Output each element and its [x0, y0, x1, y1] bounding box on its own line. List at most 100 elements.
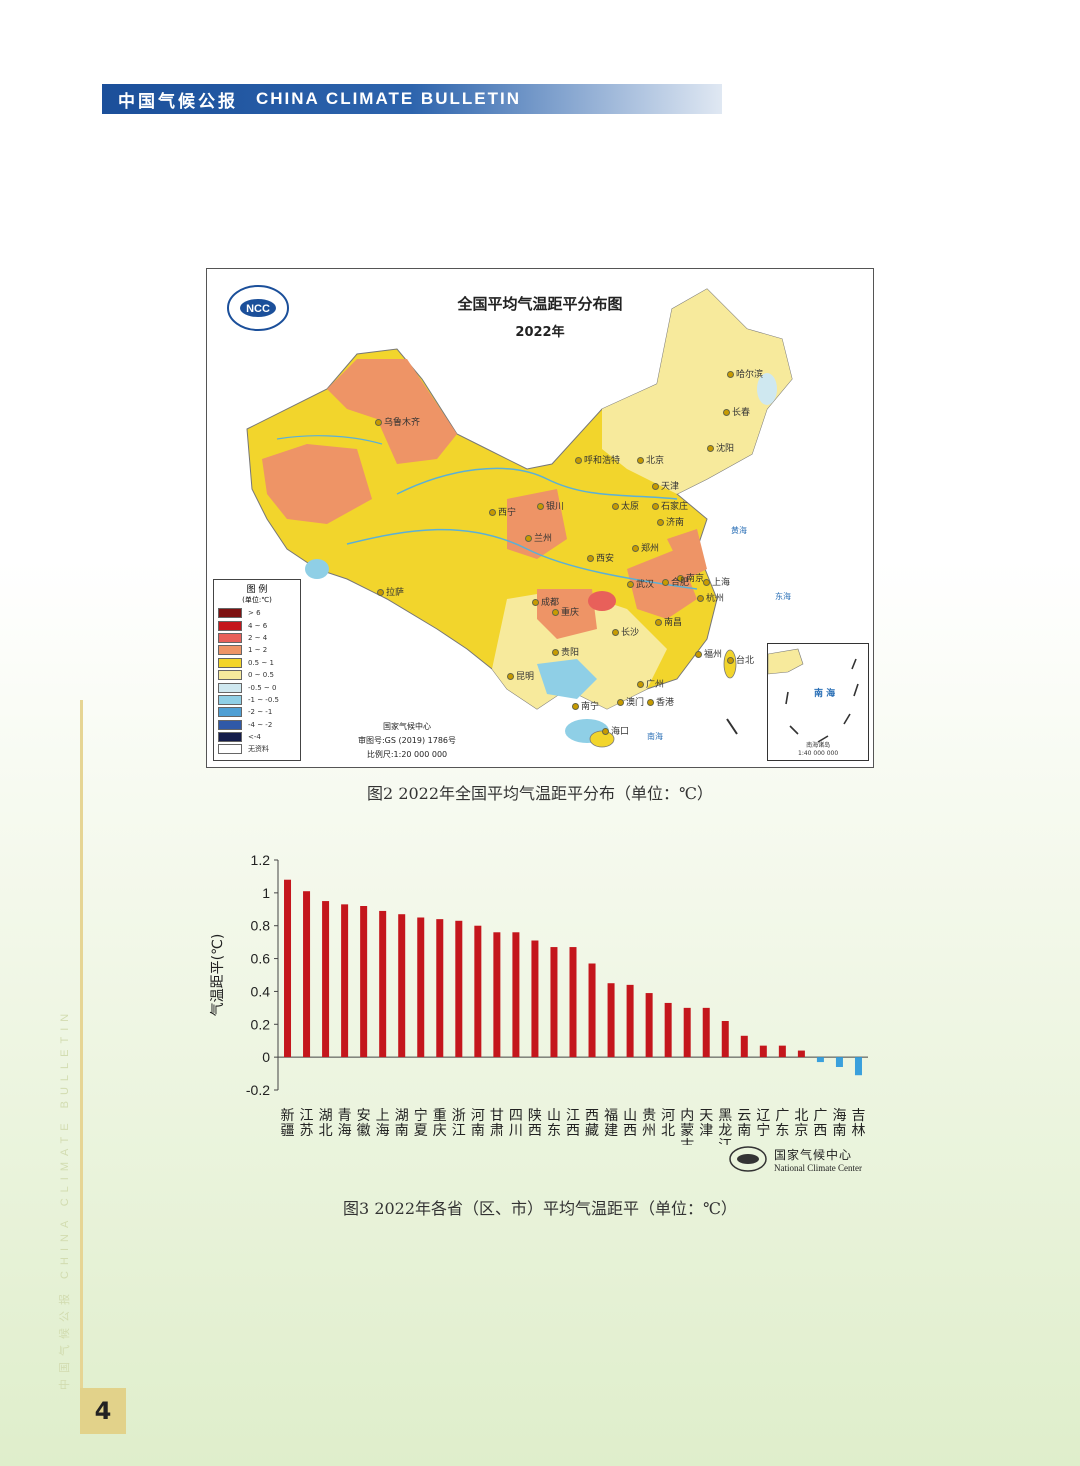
- x-tick-label: 陕西: [528, 1108, 542, 1139]
- bar: [664, 1002, 672, 1058]
- legend-swatch: [218, 732, 242, 743]
- figure-2-caption: 图2 2022年全国平均气温距平分布（单位：℃）: [367, 784, 713, 803]
- legend-swatch: [218, 719, 242, 730]
- bar: [778, 1045, 786, 1058]
- legend-row: 无资料: [214, 743, 300, 755]
- y-tick-label: -0.2: [246, 1082, 270, 1098]
- bar: [512, 932, 520, 1058]
- legend-label: 0 ~ 0.5: [248, 671, 274, 680]
- y-tick-label: 0.8: [251, 918, 271, 934]
- map-year: 2022年: [515, 325, 565, 340]
- x-tick-label: 北京: [794, 1108, 808, 1139]
- ncc-footer-emblem-icon: [729, 1146, 767, 1172]
- legend-swatch: [218, 707, 242, 718]
- city-label: 杭州: [697, 591, 724, 604]
- city-label: 呼和浩特: [575, 453, 620, 466]
- x-tick-label: 湖南: [395, 1108, 409, 1139]
- x-tick-label: 辽宁: [756, 1108, 770, 1139]
- inset-sea-label: 南 海: [814, 689, 836, 699]
- legend-row: -2 ~ -1: [214, 706, 300, 718]
- ncc-logo: NCC: [225, 283, 291, 337]
- bar: [550, 947, 558, 1058]
- city-label: 武汉: [627, 577, 654, 590]
- legend-row: -1 ~ -0.5: [214, 694, 300, 706]
- bar: [816, 1057, 824, 1063]
- legend-swatch: [218, 657, 242, 668]
- legend-label: -4 ~ -2: [248, 720, 273, 729]
- x-tick-label: 福建: [604, 1108, 618, 1139]
- legend-label: > 6: [248, 609, 261, 618]
- map-title: 全国平均气温距平分布图: [457, 295, 623, 313]
- y-tick-label: 0.6: [251, 951, 271, 967]
- legend-row: 4 ~ 6: [214, 619, 300, 631]
- y-axis-label: 气温距平(℃): [210, 934, 226, 1017]
- bar: [303, 891, 311, 1058]
- x-tick-label: 四川: [509, 1108, 523, 1139]
- city-label: 沈阳: [707, 441, 734, 454]
- city-label: 福州: [695, 647, 722, 660]
- x-tick-label: 河南: [471, 1108, 485, 1139]
- map-legend: 图 例 (单位:℃) > 6 4 ~ 6 2 ~ 4 1 ~ 2 0.5 ~ 1 0 ~ …: [213, 579, 301, 761]
- bar: [702, 1007, 710, 1058]
- x-tick-label: 黑龙江: [718, 1108, 732, 1145]
- legend-swatch: [218, 632, 242, 643]
- bar: [417, 917, 425, 1058]
- x-tick-label: 宁夏: [414, 1107, 428, 1139]
- bar: [322, 901, 330, 1058]
- sea-label: 南海: [647, 732, 663, 741]
- x-tick-label: 贵州: [642, 1108, 656, 1139]
- ncc-logo-text: NCC: [246, 303, 270, 315]
- bar: [740, 1035, 748, 1058]
- header-title-cn: 中国气候公报: [118, 91, 238, 112]
- city-label: 合肥: [662, 575, 689, 588]
- legend-row: 1 ~ 2: [214, 644, 300, 656]
- legend-label: -1 ~ -0.5: [248, 695, 279, 704]
- ncc-footer-logo: 国家气候中心 National Climate Center: [728, 1145, 862, 1173]
- x-tick-label: 江西: [566, 1108, 580, 1139]
- city-label: 贵阳: [552, 645, 579, 658]
- bar: [455, 920, 463, 1058]
- bar: [626, 984, 634, 1058]
- city-label: 澳门: [617, 695, 644, 708]
- legend-label: -0.5 ~ 0: [248, 683, 277, 692]
- legend-row: -0.5 ~ 0: [214, 681, 300, 693]
- header-bar: 中国气候公报 CHINA CLIMATE BULLETIN: [102, 84, 722, 114]
- south-china-sea-inset: 南 海 南海诸岛 1:40 000 000: [767, 643, 869, 761]
- x-tick-label: 青海: [338, 1108, 352, 1139]
- x-tick-label: 重庆: [433, 1108, 447, 1139]
- inset-scale: 南海诸岛 1:40 000 000: [798, 742, 839, 757]
- y-tick-label: 1.2: [251, 852, 271, 868]
- sea-label: 黄海: [731, 526, 747, 535]
- y-tick-label: 0.4: [251, 983, 271, 999]
- x-tick-label: 山东: [547, 1108, 561, 1139]
- city-label: 台北: [727, 653, 754, 666]
- x-tick-label: 浙江: [452, 1108, 466, 1139]
- x-tick-label: 上海: [376, 1108, 390, 1139]
- city-label: 上海: [703, 575, 730, 588]
- bar: [493, 932, 501, 1058]
- bar: [721, 1021, 729, 1058]
- city-label: 昆明: [507, 669, 534, 682]
- y-tick-label: 1: [262, 885, 270, 901]
- footer-org-cn: 国家气候中心: [774, 1147, 853, 1162]
- city-label: 济南: [657, 515, 684, 528]
- city-label: 长春: [723, 405, 750, 418]
- map-credit-review: 审图号:GS (2019) 1786号: [357, 736, 457, 745]
- city-label: 南宁: [572, 699, 599, 712]
- map-shapes: [246, 288, 823, 748]
- bar: [797, 1050, 805, 1058]
- map-credit-org: 国家气候中心: [383, 722, 431, 731]
- legend-swatch: [218, 682, 242, 693]
- legend-title: 图 例: [246, 585, 268, 595]
- city-label: 南昌: [655, 615, 682, 628]
- city-label: 乌鲁木齐: [375, 415, 420, 428]
- x-tick-label: 云南: [737, 1108, 751, 1139]
- x-tick-label: 江苏: [300, 1108, 314, 1139]
- legend-swatch: [218, 645, 242, 656]
- legend-row: > 6: [214, 607, 300, 619]
- legend-row: 0.5 ~ 1: [214, 657, 300, 669]
- map-credit-scale: 比例尺:1:20 000 000: [366, 750, 448, 759]
- x-tick-label: 西藏: [585, 1108, 599, 1139]
- bar: [759, 1045, 767, 1058]
- bar: [341, 904, 349, 1058]
